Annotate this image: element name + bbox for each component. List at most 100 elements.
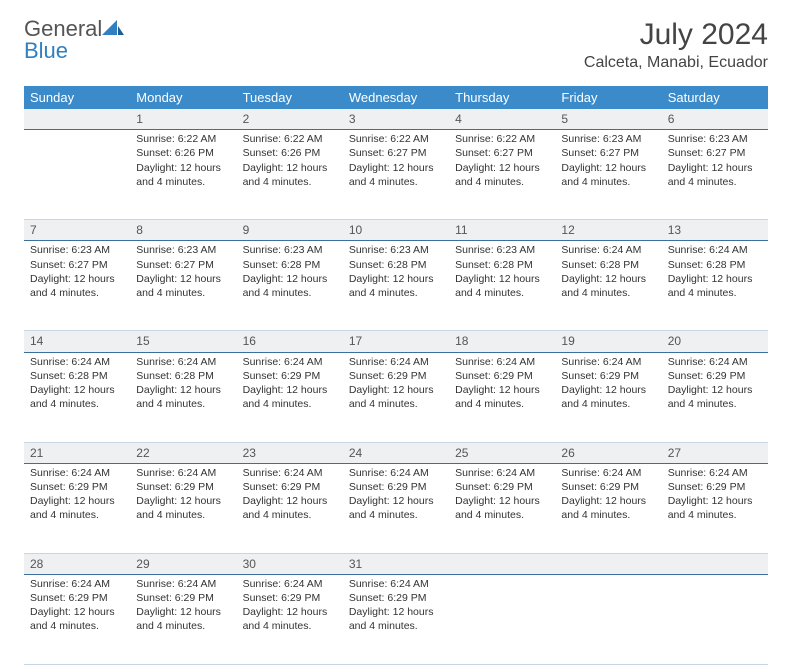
day-cell: Sunrise: 6:24 AMSunset: 6:28 PMDaylight:… [24,352,130,442]
sunrise-line: Sunrise: 6:23 AM [349,243,443,257]
daylight-line: Daylight: 12 hours and 4 minutes. [30,272,124,300]
week-row: Sunrise: 6:24 AMSunset: 6:29 PMDaylight:… [24,463,768,553]
title-block: July 2024 Calceta, Manabi, Ecuador [584,18,768,72]
daylight-line: Daylight: 12 hours and 4 minutes. [349,494,443,522]
day-number-cell: 25 [449,442,555,463]
day-cell [662,574,768,664]
daylight-line: Daylight: 12 hours and 4 minutes. [30,494,124,522]
sunset-line: Sunset: 6:28 PM [561,258,655,272]
day-number-cell: 20 [662,331,768,352]
day-cell: Sunrise: 6:23 AMSunset: 6:28 PMDaylight:… [449,241,555,331]
sunrise-line: Sunrise: 6:24 AM [668,466,762,480]
day-cell: Sunrise: 6:23 AMSunset: 6:27 PMDaylight:… [555,130,661,220]
weekday-header-row: SundayMondayTuesdayWednesdayThursdayFrid… [24,86,768,109]
sunset-line: Sunset: 6:29 PM [30,591,124,605]
sunrise-line: Sunrise: 6:24 AM [668,243,762,257]
sunrise-line: Sunrise: 6:24 AM [561,243,655,257]
sunrise-line: Sunrise: 6:24 AM [561,355,655,369]
day-cell: Sunrise: 6:23 AMSunset: 6:27 PMDaylight:… [662,130,768,220]
brand-text: General Blue [24,18,124,62]
day-cell: Sunrise: 6:22 AMSunset: 6:27 PMDaylight:… [449,130,555,220]
daylight-line: Daylight: 12 hours and 4 minutes. [561,383,655,411]
daylight-line: Daylight: 12 hours and 4 minutes. [455,383,549,411]
daylight-line: Daylight: 12 hours and 4 minutes. [243,272,337,300]
day-number-cell: 2 [237,109,343,130]
sunset-line: Sunset: 6:28 PM [668,258,762,272]
sunrise-line: Sunrise: 6:22 AM [455,132,549,146]
day-number-cell: 16 [237,331,343,352]
sunset-line: Sunset: 6:29 PM [349,480,443,494]
header: General Blue July 2024 Calceta, Manabi, … [24,18,768,72]
sunset-line: Sunset: 6:29 PM [561,369,655,383]
sunrise-line: Sunrise: 6:24 AM [349,466,443,480]
daylight-line: Daylight: 12 hours and 4 minutes. [349,161,443,189]
sunset-line: Sunset: 6:29 PM [243,591,337,605]
daylight-line: Daylight: 12 hours and 4 minutes. [30,605,124,633]
day-cell: Sunrise: 6:22 AMSunset: 6:26 PMDaylight:… [237,130,343,220]
day-number-cell: 26 [555,442,661,463]
day-number-cell: 9 [237,220,343,241]
day-number-cell: 5 [555,109,661,130]
week-row: Sunrise: 6:22 AMSunset: 6:26 PMDaylight:… [24,130,768,220]
sunset-line: Sunset: 6:27 PM [455,146,549,160]
day-number-cell: 24 [343,442,449,463]
day-cell: Sunrise: 6:24 AMSunset: 6:29 PMDaylight:… [343,463,449,553]
sunset-line: Sunset: 6:29 PM [136,591,230,605]
sunrise-line: Sunrise: 6:24 AM [136,466,230,480]
sunset-line: Sunset: 6:27 PM [349,146,443,160]
day-number-cell: 10 [343,220,449,241]
daynum-row: 21222324252627 [24,442,768,463]
week-row: Sunrise: 6:24 AMSunset: 6:28 PMDaylight:… [24,352,768,442]
daynum-row: 14151617181920 [24,331,768,352]
sunset-line: Sunset: 6:29 PM [455,480,549,494]
daylight-line: Daylight: 12 hours and 4 minutes. [349,272,443,300]
day-cell: Sunrise: 6:23 AMSunset: 6:27 PMDaylight:… [130,241,236,331]
day-cell: Sunrise: 6:24 AMSunset: 6:29 PMDaylight:… [24,463,130,553]
sunrise-line: Sunrise: 6:24 AM [349,355,443,369]
day-number-cell: 29 [130,553,236,574]
calendar-table: SundayMondayTuesdayWednesdayThursdayFrid… [24,86,768,665]
day-number-cell: 30 [237,553,343,574]
daynum-row: 78910111213 [24,220,768,241]
day-number-cell: 31 [343,553,449,574]
daylight-line: Daylight: 12 hours and 4 minutes. [561,494,655,522]
brand-logo: General Blue [24,18,124,62]
sunset-line: Sunset: 6:29 PM [455,369,549,383]
daylight-line: Daylight: 12 hours and 4 minutes. [668,272,762,300]
weekday-header: Thursday [449,86,555,109]
daylight-line: Daylight: 12 hours and 4 minutes. [243,161,337,189]
day-cell: Sunrise: 6:24 AMSunset: 6:28 PMDaylight:… [555,241,661,331]
day-cell: Sunrise: 6:24 AMSunset: 6:29 PMDaylight:… [24,574,130,664]
sunrise-line: Sunrise: 6:22 AM [136,132,230,146]
daylight-line: Daylight: 12 hours and 4 minutes. [136,494,230,522]
day-cell [24,130,130,220]
sunrise-line: Sunrise: 6:24 AM [668,355,762,369]
sunrise-line: Sunrise: 6:23 AM [455,243,549,257]
day-number-cell: 12 [555,220,661,241]
daylight-line: Daylight: 12 hours and 4 minutes. [243,605,337,633]
day-number-cell: 17 [343,331,449,352]
daylight-line: Daylight: 12 hours and 4 minutes. [668,161,762,189]
day-cell: Sunrise: 6:24 AMSunset: 6:28 PMDaylight:… [662,241,768,331]
sunset-line: Sunset: 6:26 PM [136,146,230,160]
daynum-row: 28293031 [24,553,768,574]
sunset-line: Sunset: 6:27 PM [668,146,762,160]
day-number-cell [24,109,130,130]
day-cell: Sunrise: 6:24 AMSunset: 6:29 PMDaylight:… [130,574,236,664]
day-cell: Sunrise: 6:24 AMSunset: 6:29 PMDaylight:… [662,352,768,442]
daylight-line: Daylight: 12 hours and 4 minutes. [349,383,443,411]
sunrise-line: Sunrise: 6:22 AM [349,132,443,146]
daylight-line: Daylight: 12 hours and 4 minutes. [455,161,549,189]
day-number-cell: 11 [449,220,555,241]
sunrise-line: Sunrise: 6:24 AM [136,355,230,369]
day-cell: Sunrise: 6:24 AMSunset: 6:29 PMDaylight:… [237,574,343,664]
day-number-cell: 3 [343,109,449,130]
day-number-cell: 1 [130,109,236,130]
daylight-line: Daylight: 12 hours and 4 minutes. [136,605,230,633]
sunrise-line: Sunrise: 6:24 AM [243,355,337,369]
day-cell: Sunrise: 6:24 AMSunset: 6:29 PMDaylight:… [555,352,661,442]
day-cell: Sunrise: 6:24 AMSunset: 6:29 PMDaylight:… [449,352,555,442]
weekday-header: Wednesday [343,86,449,109]
sunset-line: Sunset: 6:27 PM [561,146,655,160]
day-cell: Sunrise: 6:23 AMSunset: 6:27 PMDaylight:… [24,241,130,331]
